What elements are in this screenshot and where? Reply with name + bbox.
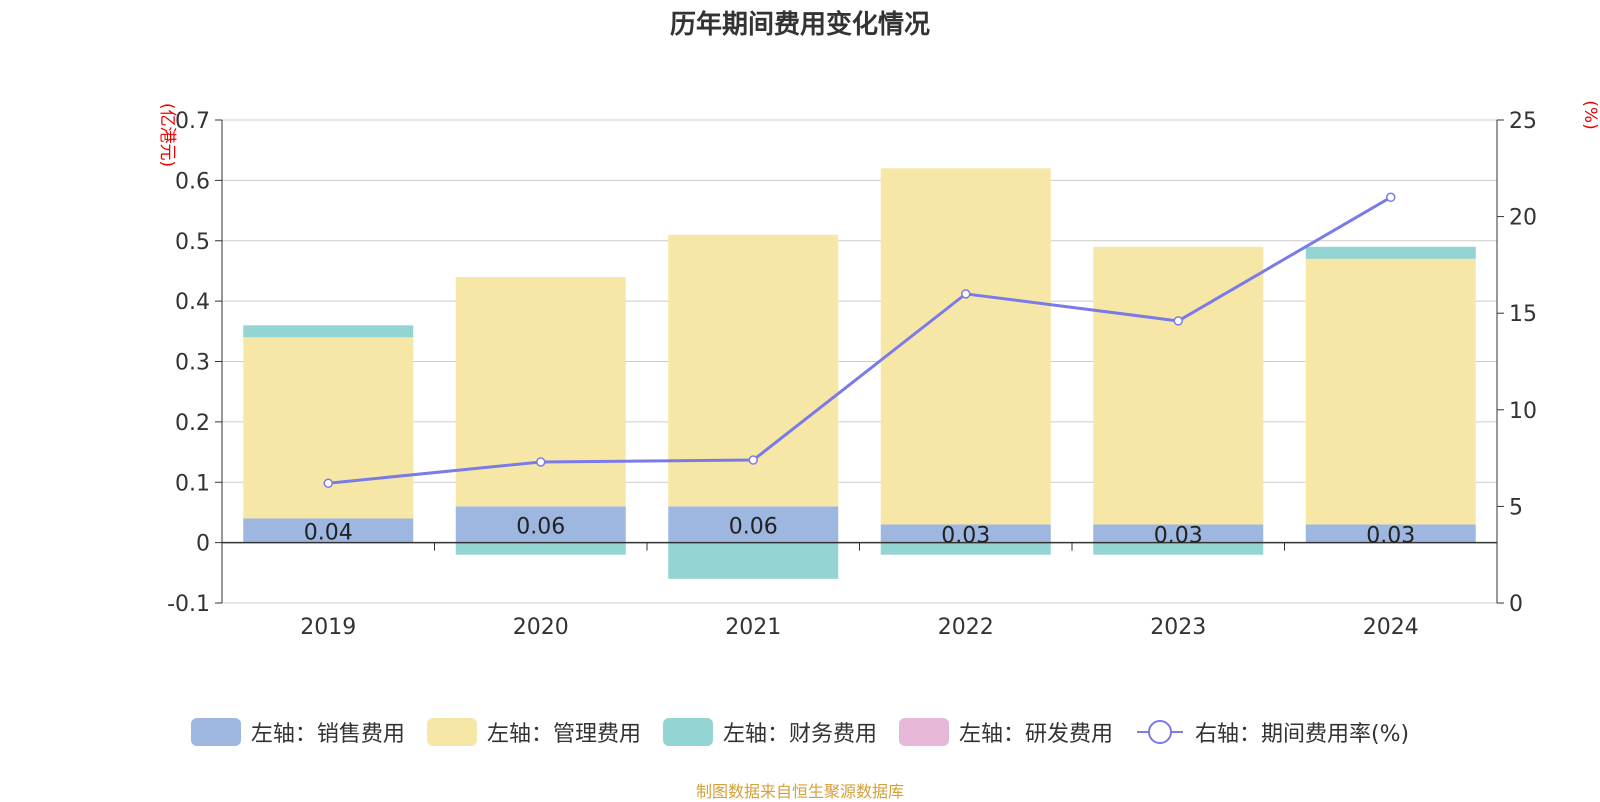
axes: 0.7 0.6 0.5 0.4 0.3 0.2 0.1 0 -0.1 25 20 15 10 5 0 2019… [167,109,1537,640]
bar-sales-2022[interactable] [880,524,1051,543]
left-axis-unit: (亿港元) [157,103,177,167]
legend-label: 左轴：财务费用 [722,722,877,747]
bar-data-label: 0.04 [304,521,353,546]
bar-sales-2019[interactable] [243,518,414,543]
legend-swatch-rd [898,718,949,746]
x-tick-label: 2022 [938,615,994,640]
rate-point-2019[interactable] [323,478,333,488]
bar-admin-2022[interactable] [880,168,1051,525]
right-tick-label: 25 [1509,109,1537,134]
x-tick-label: 2020 [513,615,569,640]
rate-point-2023[interactable] [1173,316,1183,326]
rate-point-2022[interactable] [961,289,971,299]
bar-data-label: 0.06 [729,515,778,540]
bar-series [243,168,1476,579]
legend-line-marker-icon [1136,720,1183,744]
left-tick-label: 0.1 [175,471,210,496]
left-tick-label: 0.3 [175,351,210,376]
left-tick-label: -0.1 [167,592,210,617]
legend-item-finance[interactable]: 左轴：财务费用 [662,716,877,748]
right-tick-label: 15 [1509,302,1537,327]
legend-label: 左轴：管理费用 [486,722,641,747]
bar-finance-2023[interactable] [1093,542,1264,555]
bar-sales-2021[interactable] [668,506,839,543]
bar-admin-2021[interactable] [668,234,839,507]
left-tick-label: 0.6 [175,169,210,194]
legend-item-rate[interactable]: 右轴：期间费用率(%) [1135,716,1409,748]
bar-finance-2022[interactable] [880,542,1051,555]
left-tick-label: 0.4 [175,290,210,315]
bar-data-label: 0.03 [1366,524,1415,549]
bar-data-label: 0.03 [941,524,990,549]
right-axis-unit: (%) [1580,100,1600,129]
left-tick-label: 0.7 [175,109,210,134]
legend-label: 右轴：期间费用率(%) [1194,722,1410,747]
bar-finance-2020[interactable] [455,542,626,555]
rate-point-2024[interactable] [1386,192,1396,203]
rate-line [328,195,1392,485]
right-tick-label: 20 [1509,206,1537,231]
bar-data-label: 0.06 [516,515,565,540]
bar-finance-2019[interactable] [243,325,414,338]
legend-label: 左轴：研发费用 [958,722,1113,747]
left-tick-label: 0.2 [175,411,210,436]
rate-point-2021[interactable] [748,455,758,465]
bar-admin-2020[interactable] [455,276,626,507]
bar-sales-2023[interactable] [1093,524,1264,543]
bar-admin-2023[interactable] [1093,246,1264,525]
x-tick-label: 2023 [1150,615,1206,640]
rate-line-series [323,192,1396,488]
legend: 左轴：销售费用 左轴：管理费用 左轴：财务费用 左轴：研发费用 右轴：期间费用率(%) [0,716,1600,748]
bar-sales-2020[interactable] [455,506,626,543]
bar-finance-2021[interactable] [668,542,839,579]
left-tick-label: 0 [196,532,210,557]
right-tick-label: 10 [1509,399,1537,424]
right-tick-label: 0 [1509,592,1523,617]
x-tick-label: 2019 [300,615,356,640]
bar-data-label: 0.03 [1154,524,1203,549]
x-tick-label: 2021 [725,615,781,640]
bar-admin-2024[interactable] [1305,258,1476,525]
bar-sales-2024[interactable] [1305,524,1476,543]
legend-swatch-sales [190,718,241,746]
data-source-note: 制图数据来自恒生聚源数据库 [695,782,904,801]
legend-item-admin[interactable]: 左轴：管理费用 [426,716,641,748]
bar-finance-2024[interactable] [1305,246,1476,259]
legend-label: 左轴：销售费用 [250,722,405,747]
legend-item-sales[interactable]: 左轴：销售费用 [190,716,405,748]
chart-title: 历年期间费用变化情况 [669,10,930,40]
data-labels: 0.04 0.06 0.06 0.03 0.03 0.03 [304,515,1415,549]
left-tick-label: 0.5 [175,230,210,255]
legend-swatch-finance [662,718,713,746]
rate-point-2020[interactable] [536,457,546,467]
legend-item-rd[interactable]: 左轴：研发费用 [898,716,1113,748]
legend-swatch-admin [426,718,477,746]
x-tick-label: 2024 [1363,615,1419,640]
bar-admin-2019[interactable] [243,337,414,519]
right-tick-label: 5 [1509,495,1523,520]
